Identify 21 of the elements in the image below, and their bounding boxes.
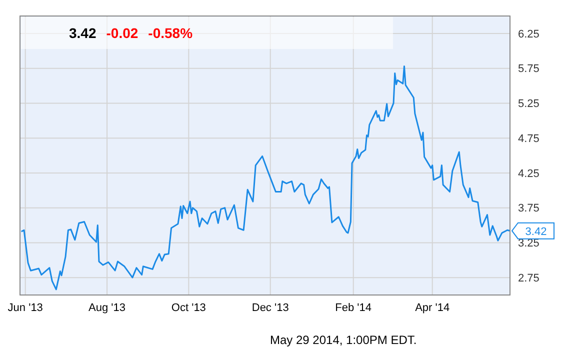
y-tick-label: 5.75 <box>518 63 540 76</box>
y-tick-label: 3.75 <box>518 202 540 215</box>
x-tick-label: Dec '13 <box>252 302 289 314</box>
text: May 29 2014, 1:00PM EDT. <box>270 333 417 347</box>
x-tick-label: Aug '13 <box>88 302 126 314</box>
x-tick-label: Jun '13 <box>8 302 43 314</box>
header-panel: 3.42 -0.02 -0.58% <box>21 17 393 49</box>
annotation: -0.58% <box>148 25 193 41</box>
annotation: -0.02 <box>106 25 138 41</box>
data-label: 3.42 <box>525 226 547 238</box>
y-tick-label: 3.25 <box>518 238 540 250</box>
annotation: 3.42 <box>69 25 96 41</box>
x-tick-label: Feb '14 <box>335 302 372 314</box>
x-tick-label: Oct '13 <box>171 302 206 314</box>
y-tick-label: 4.75 <box>518 132 540 145</box>
y-tick-label: 6.25 <box>518 28 540 40</box>
line-series <box>20 65 510 290</box>
x-tick-label: Apr '14 <box>415 302 450 314</box>
y-tick-label: 2.75 <box>518 272 540 284</box>
y-tick-label: 4.25 <box>518 168 540 180</box>
y-tick-label: 5.25 <box>518 98 540 110</box>
